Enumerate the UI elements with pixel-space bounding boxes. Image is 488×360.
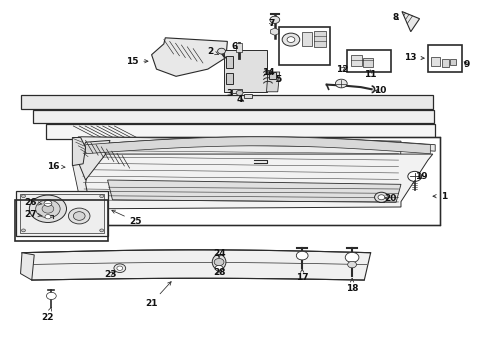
Polygon shape [85,154,432,209]
Text: 11: 11 [363,70,376,79]
Polygon shape [16,191,107,236]
Circle shape [377,195,384,200]
Circle shape [347,261,356,268]
Text: 20: 20 [383,194,396,203]
Text: 24: 24 [212,249,225,258]
Text: 25: 25 [112,210,142,226]
Circle shape [21,229,25,232]
Circle shape [286,37,294,42]
Circle shape [282,33,299,46]
Bar [313,31,325,47]
Circle shape [407,171,421,181]
Text: 13: 13 [403,53,424,62]
Circle shape [73,212,85,220]
Text: 7: 7 [267,19,274,28]
Polygon shape [85,137,434,151]
Polygon shape [20,95,432,109]
Text: 2: 2 [207,46,218,55]
Text: 1: 1 [432,192,446,201]
Polygon shape [20,253,34,280]
Circle shape [44,201,52,206]
Text: 9: 9 [463,60,469,69]
Polygon shape [107,180,400,202]
Bar [225,73,233,84]
Circle shape [214,258,224,266]
Circle shape [21,195,25,198]
Polygon shape [20,194,103,233]
Circle shape [36,200,60,218]
Bar [441,59,448,67]
Bar [268,72,276,79]
Text: 10: 10 [373,86,386,95]
Polygon shape [72,137,400,194]
Circle shape [335,79,346,88]
Polygon shape [46,124,434,139]
Text: 17: 17 [295,269,308,282]
Text: 5: 5 [275,76,281,85]
Text: 23: 23 [103,270,116,279]
Text: 14: 14 [261,68,274,77]
Circle shape [117,266,122,270]
Bar [225,56,233,68]
Circle shape [45,215,51,219]
Text: 19: 19 [414,172,427,181]
Text: 28: 28 [212,269,225,277]
Text: 22: 22 [41,307,54,322]
Text: 16: 16 [46,162,65,171]
Circle shape [269,16,279,23]
Text: 6: 6 [231,42,237,51]
Circle shape [68,208,90,224]
Circle shape [215,265,223,271]
Polygon shape [78,140,110,180]
Bar [302,32,311,46]
Circle shape [236,90,243,95]
Text: 18: 18 [345,279,358,293]
Circle shape [29,195,66,222]
Circle shape [114,264,125,273]
Polygon shape [72,138,85,166]
Polygon shape [33,110,433,123]
Circle shape [46,292,56,300]
Polygon shape [224,50,266,92]
Bar [427,45,461,72]
Polygon shape [22,250,370,280]
Circle shape [100,229,103,232]
Text: 26: 26 [24,198,42,207]
Circle shape [345,252,358,262]
Polygon shape [401,12,419,32]
Circle shape [42,204,54,213]
Text: 3: 3 [226,89,232,98]
Text: 15: 15 [125,57,148,66]
Polygon shape [81,137,439,225]
Polygon shape [266,72,279,92]
Text: 21: 21 [145,282,171,307]
Text: 4: 4 [236,94,243,104]
Bar [449,59,455,65]
Circle shape [374,192,387,202]
Bar [346,50,390,72]
Text: 8: 8 [392,13,398,22]
Polygon shape [270,28,279,35]
Circle shape [217,48,225,54]
Bar [278,27,329,65]
Text: 27: 27 [24,210,42,219]
Circle shape [296,251,307,260]
Bar [232,89,242,93]
Bar [430,57,439,66]
Bar [15,200,107,241]
Polygon shape [85,137,429,154]
Bar [235,43,241,52]
Bar [362,58,372,67]
Ellipse shape [212,255,225,270]
Bar [350,55,361,66]
Polygon shape [151,38,227,76]
Bar [243,94,252,98]
Circle shape [100,195,103,198]
Text: 12: 12 [335,65,348,74]
